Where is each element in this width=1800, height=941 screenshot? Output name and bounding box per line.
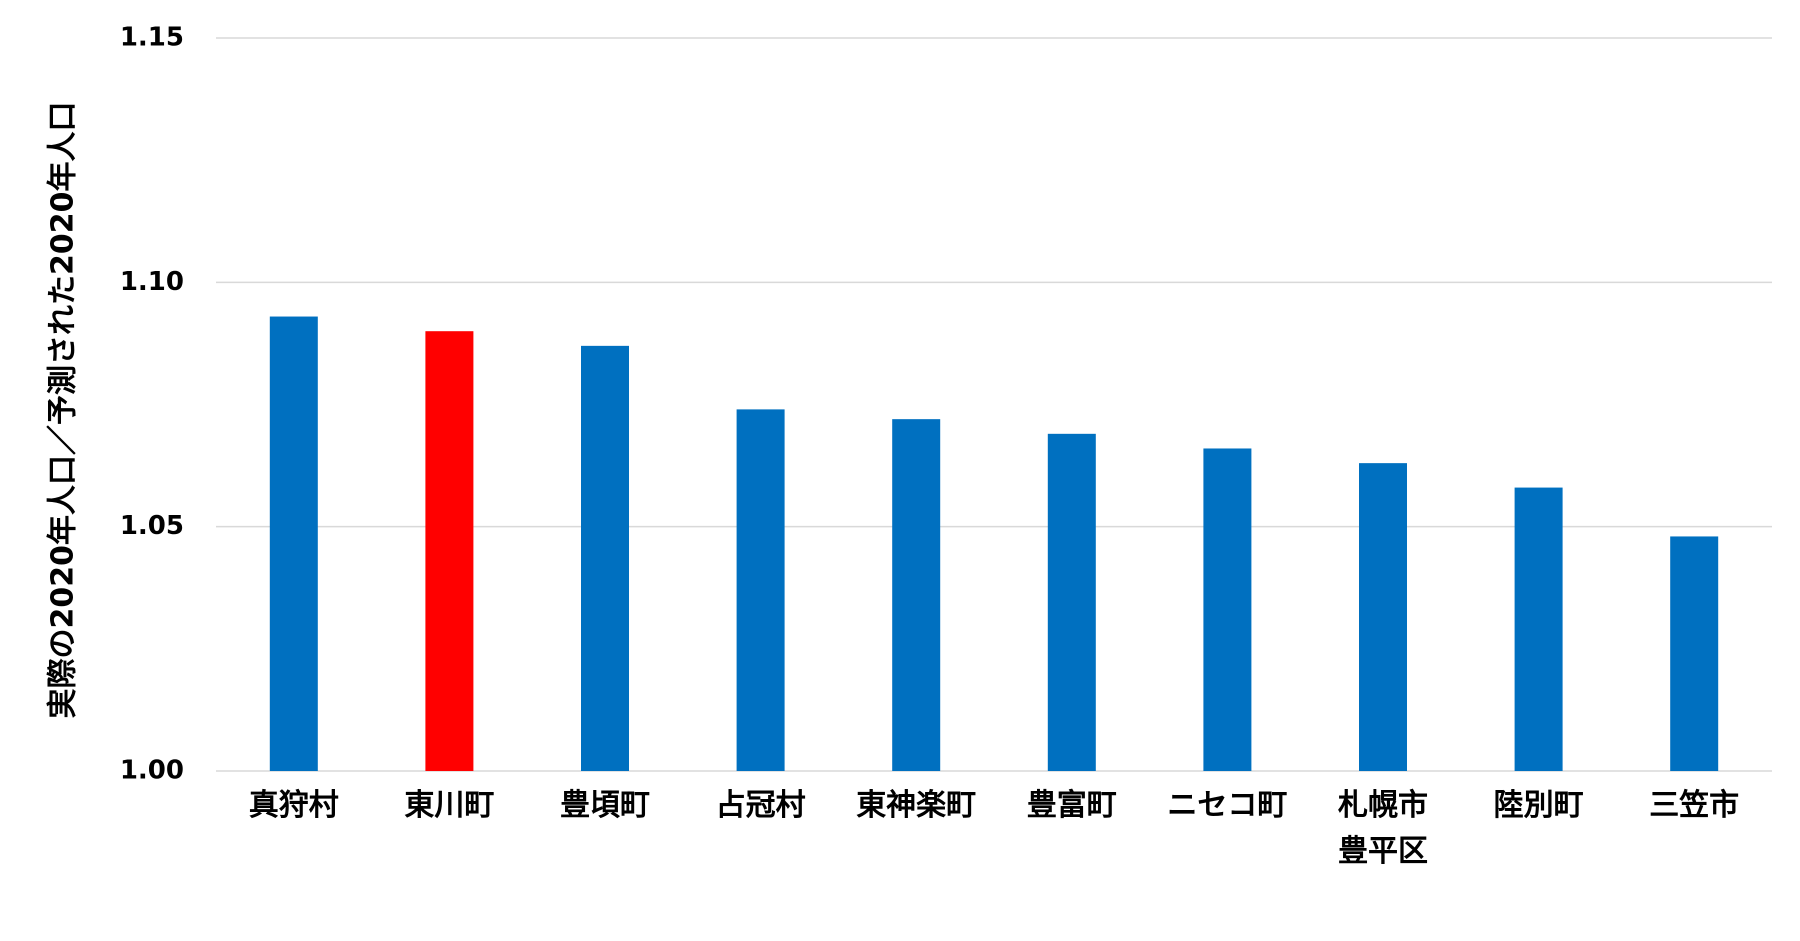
bar [892,419,941,771]
x-tick-label: 札幌市 豊平区 [1338,788,1428,869]
x-tick-label: 占冠村 [715,788,806,823]
x-tick-label: 東神楽町 [856,788,977,823]
x-tick-label: ニセコ町 [1167,788,1288,823]
bar [1514,487,1563,771]
bar [269,316,318,771]
x-tick-label: 豊富町 [1026,788,1117,823]
bar [581,345,629,771]
x-tick-label: 真狩村 [248,788,339,823]
x-tick-label: 陸別町 [1493,788,1584,823]
bar [425,331,474,771]
x-tick-label: 東川町 [404,788,495,823]
y-tick-label: 1.10 [120,267,184,297]
x-tick-label: 豊頃町 [560,788,650,823]
y-tick-label: 1.05 [120,511,184,541]
bar [1359,463,1407,771]
bar [736,409,785,771]
x-tick-label: 三笠市 [1649,788,1740,823]
bar [1670,536,1719,771]
y-axis-label: 実際の2020年人口／予測された2020年人口 [46,102,81,719]
bar [1047,433,1096,771]
y-tick-label: 1.00 [120,756,184,786]
y-tick-label: 1.15 [120,23,184,53]
bar [1203,448,1252,771]
